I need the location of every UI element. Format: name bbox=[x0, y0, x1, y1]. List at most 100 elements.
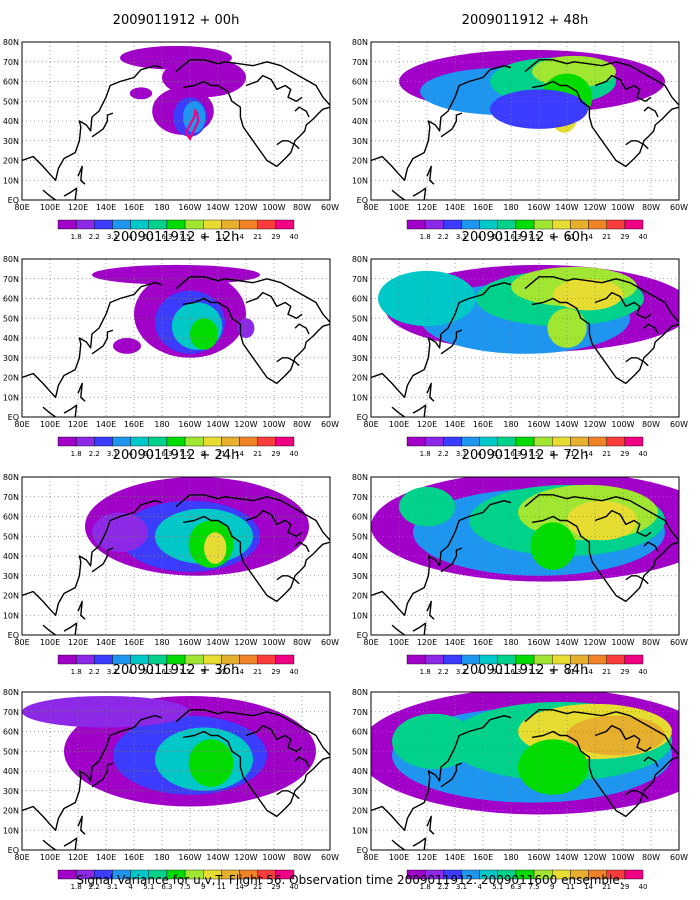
coastline bbox=[643, 756, 659, 768]
colorbar-label: 4 bbox=[477, 668, 482, 676]
lon-label: 160W bbox=[527, 203, 550, 212]
lat-label: 40N bbox=[3, 117, 19, 126]
lon-label: 100W bbox=[262, 203, 285, 212]
lon-label: 120E bbox=[417, 638, 437, 647]
colorbar-swatch bbox=[130, 436, 149, 447]
lat-label: 60N bbox=[3, 295, 19, 304]
lon-label: 160W bbox=[178, 638, 201, 647]
coastline bbox=[22, 282, 163, 399]
lon-label: 100E bbox=[40, 638, 60, 647]
colorbar-swatch bbox=[406, 219, 426, 230]
lat-label: 40N bbox=[352, 767, 368, 776]
lon-label: 140W bbox=[206, 853, 229, 862]
lon-label: 80E bbox=[14, 853, 29, 862]
colorbar-swatch bbox=[406, 654, 426, 665]
colorbar-label: 2.2 bbox=[89, 668, 100, 676]
colorbar-swatch bbox=[624, 869, 644, 880]
colorbar-label: 1.8 bbox=[420, 450, 431, 458]
map-frame bbox=[21, 476, 331, 636]
colorbar-label: 5.1 bbox=[143, 450, 154, 458]
variance-contour bbox=[204, 532, 227, 564]
lat-label: EQ bbox=[357, 196, 368, 205]
colorbar-label: 5.1 bbox=[492, 883, 503, 891]
coastline bbox=[63, 404, 78, 417]
colorbar-label: 29 bbox=[620, 233, 629, 241]
lat-label: 30N bbox=[3, 572, 19, 581]
lon-label: 100E bbox=[40, 853, 60, 862]
lon-label: 120W bbox=[583, 420, 606, 429]
variance-contour bbox=[188, 739, 234, 787]
colorbar-label: 3.1 bbox=[456, 883, 467, 891]
coastline bbox=[643, 541, 659, 553]
lat-label: 40N bbox=[352, 334, 368, 343]
lat-label: 80N bbox=[3, 38, 19, 47]
coastline bbox=[175, 276, 330, 323]
lon-label: 160W bbox=[178, 203, 201, 212]
panel-title: 2009011912 + 84h bbox=[462, 663, 589, 678]
colorbar-label: 3.1 bbox=[107, 450, 118, 458]
colorbar-label: 6.3 bbox=[510, 883, 521, 891]
colorbar-label: 40 bbox=[639, 450, 648, 458]
coastline bbox=[412, 622, 427, 635]
colorbar-label: 14 bbox=[584, 883, 593, 891]
lat-label: 50N bbox=[352, 97, 368, 106]
lon-label: 120W bbox=[583, 638, 606, 647]
map-panel: 2009011912 + 36hEQ10N20N30N40N50N60N70N8… bbox=[3, 663, 339, 891]
lat-label: 20N bbox=[352, 157, 368, 166]
colorbar-label: 5.1 bbox=[492, 233, 503, 241]
colorbar-swatch bbox=[424, 219, 444, 230]
variance-contour bbox=[547, 308, 587, 348]
colorbar-label: 11 bbox=[566, 668, 575, 676]
coastline bbox=[643, 106, 659, 118]
colorbar-label: 4 bbox=[128, 883, 133, 891]
lon-label: 60W bbox=[670, 203, 688, 212]
coastline bbox=[524, 276, 679, 323]
map-panel: 2009011912 + 48h EQ 10N 20N 30N 40N 50N 60N 70N 8… bbox=[352, 13, 688, 241]
coastline bbox=[440, 329, 463, 355]
lon-label: 140E bbox=[445, 853, 465, 862]
colorbar-swatch bbox=[552, 436, 571, 447]
lat-label: 20N bbox=[3, 592, 19, 601]
coastline bbox=[524, 494, 679, 541]
map-panel: 2009011912 + 00h EQ 10N 20N 30N 40N 50N 60N 70N 8… bbox=[3, 13, 339, 241]
lon-label: 140W bbox=[555, 203, 578, 212]
colorbar-swatch bbox=[203, 436, 222, 447]
lon-label: 140W bbox=[206, 638, 229, 647]
lat-label: 60N bbox=[352, 513, 368, 522]
lat-label: 40N bbox=[352, 117, 368, 126]
coastline bbox=[42, 624, 57, 635]
variance-contour bbox=[518, 739, 588, 795]
lon-label: 60W bbox=[670, 853, 688, 862]
lon-label: 160E bbox=[124, 203, 144, 212]
coastline bbox=[91, 547, 114, 573]
coastline bbox=[371, 500, 512, 617]
lon-label: 80W bbox=[293, 420, 311, 429]
colorbar-label: 7.5 bbox=[529, 233, 540, 241]
lat-label: 70N bbox=[3, 493, 19, 502]
panel-title: 2009011912 + 60h bbox=[462, 230, 589, 245]
colorbar-swatch bbox=[94, 436, 113, 447]
map-frame bbox=[370, 476, 680, 636]
colorbar-label: 21 bbox=[602, 233, 611, 241]
coastline bbox=[22, 500, 163, 617]
lon-label: 80E bbox=[363, 853, 378, 862]
variance-contour bbox=[92, 512, 148, 553]
colorbar-label: 2.2 bbox=[438, 668, 449, 676]
colorbar-swatch bbox=[275, 436, 295, 447]
lat-label: 30N bbox=[352, 137, 368, 146]
colorbar-label: 7.5 bbox=[180, 450, 191, 458]
colorbar-label: 9 bbox=[550, 668, 554, 676]
coastline bbox=[625, 575, 649, 585]
map-panel: 2009011912 + 72hEQ10N20N30N40N50N60N70N8… bbox=[352, 448, 688, 676]
coastline bbox=[182, 80, 330, 168]
colorbar-swatch bbox=[606, 654, 626, 665]
colorbar-swatch bbox=[275, 219, 295, 230]
lat-label: 60N bbox=[3, 513, 19, 522]
lat-label: 80N bbox=[352, 473, 368, 482]
colorbar-label: 7.5 bbox=[180, 668, 191, 676]
lon-label: 100E bbox=[40, 203, 60, 212]
lon-label: 140E bbox=[445, 203, 465, 212]
colorbar-swatch bbox=[57, 436, 77, 447]
variance-contour bbox=[129, 87, 153, 100]
colorbar-label: 40 bbox=[639, 883, 648, 891]
